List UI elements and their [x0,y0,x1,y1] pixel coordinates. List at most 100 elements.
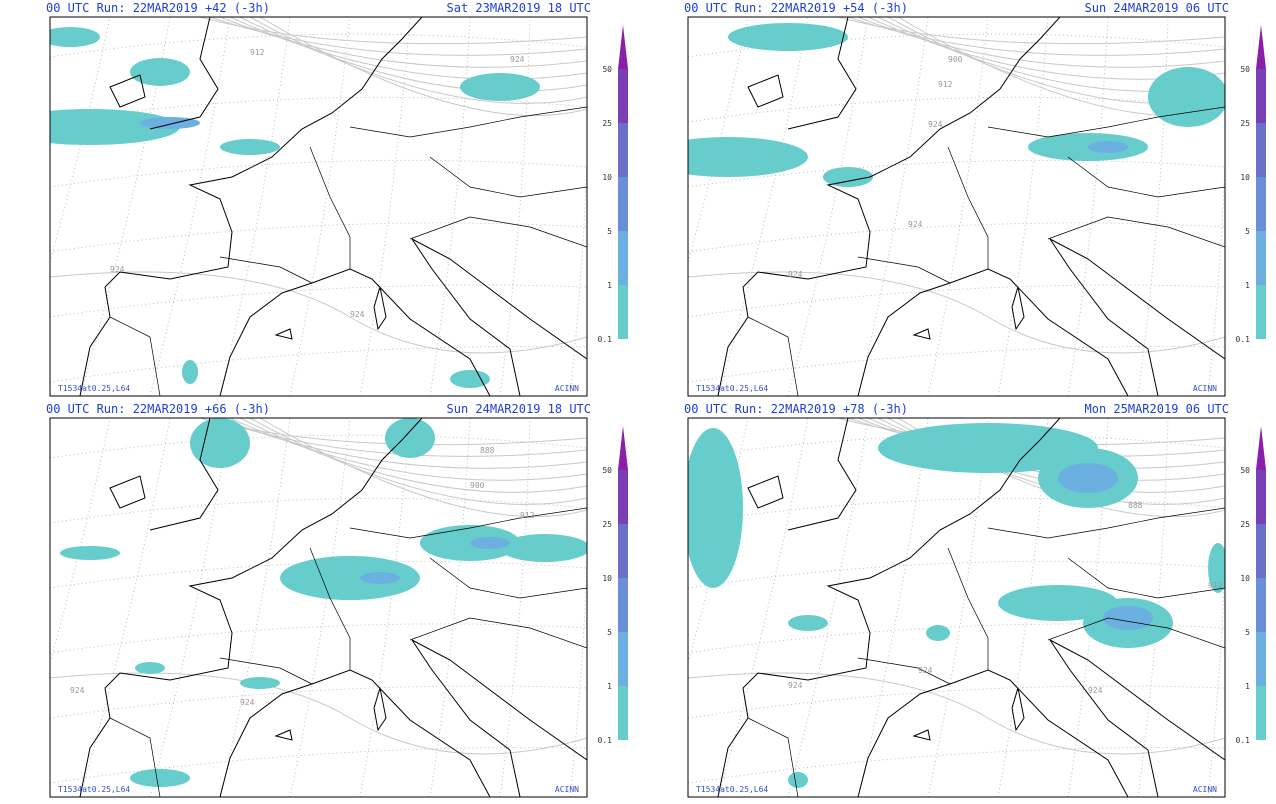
contour-label: 912 [938,80,953,89]
map-content: 912 924 924 924 [50,17,587,396]
colorbar-band [1256,686,1266,740]
precip-area [788,772,808,788]
source-label: ACINN [555,384,579,393]
model-label: T1534at0.25,L64 [58,384,130,393]
isobar [259,418,587,518]
colorbar-band [618,632,628,686]
model-label: T1534at0.25,L64 [696,384,768,393]
colorbar-band [1256,470,1266,524]
source-label: ACINN [555,785,579,794]
precip-area [130,58,190,86]
map-frame [50,418,587,797]
colorbar-band [1256,524,1266,578]
colorbar-band [618,231,628,285]
graticule [289,418,351,797]
colorbar-label: 50 [1240,65,1250,74]
colorbar-band [618,69,628,123]
colorbar-label: 5 [1245,628,1250,637]
precip-area [470,537,510,549]
run-label: 00 UTC Run: 22MAR2019 +54 (-3h) [684,1,908,15]
map-content: 900 912 924 924 924 [688,17,1225,396]
precip-area [220,139,280,155]
run-label: 00 UTC Run: 22MAR2019 +78 (-3h) [684,402,908,416]
isobar [249,418,587,505]
valid-time: Sun 24MAR2019 18 UTC [447,402,592,416]
contour-label: 924 [510,55,525,64]
colorbar-label: 0.1 [598,736,613,745]
precip-area [385,418,435,458]
precip-area [1148,67,1225,127]
colorbar-label: 5 [607,628,612,637]
colorbar-band [1256,231,1266,285]
border [109,106,587,396]
map-content: 888 900 912 924 924 [50,418,587,797]
valid-time: Mon 25MAR2019 06 UTC [1085,402,1230,416]
colorbar-label: 10 [1240,173,1250,182]
contour-label: 924 [788,270,803,279]
precip-area [1103,606,1153,630]
graticule [688,746,1225,784]
colorbar-label: 1 [1245,281,1250,290]
precip-area [135,662,165,674]
colorbar-band [1256,285,1266,339]
colorbar-band [1256,123,1266,177]
colorbar-label: 1 [607,281,612,290]
map-panel: 00 UTC Run: 22MAR2019 +42 (-3h) Sat 23MAR… [46,1,628,397]
colorbar-label: 25 [1240,520,1250,529]
graticule [149,17,231,396]
precip-area [240,677,280,689]
graticule [50,17,111,264]
precip-area [728,23,848,51]
graticule [787,17,869,396]
source-label: ACINN [1193,384,1217,393]
contour-label: 900 [948,55,963,64]
colorbar-band [618,578,628,632]
contour-label: 924 [1088,686,1103,695]
valid-time: Sun 24MAR2019 06 UTC [1085,1,1230,15]
colorbar-label: 50 [602,466,612,475]
colorbar-label: 0.1 [598,335,613,344]
colorbar-band [1256,632,1266,686]
colorbar-label: 10 [1240,574,1250,583]
colorbar-band [1256,578,1266,632]
colorbar-label: 0.1 [1236,335,1251,344]
border [747,106,1225,396]
precip-area [1088,141,1128,153]
contour-label: 924 [928,120,943,129]
graticule [289,17,351,396]
graticule [50,345,587,383]
precip-area [182,360,198,384]
colorbar-label: 10 [602,173,612,182]
valid-time: Sat 23MAR2019 18 UTC [447,1,592,15]
graticule [79,418,171,797]
contour-label: 924 [70,686,85,695]
contour-label: 912 [1208,581,1223,590]
precip-area [450,370,490,388]
isobar [50,672,587,755]
model-label: T1534at0.25,L64 [696,785,768,794]
contour-label: 924 [110,265,125,274]
graticule [787,418,869,797]
precip-area [688,137,808,177]
graticule [717,418,809,797]
contour-label: 888 [1128,501,1143,510]
precip-area [50,27,100,47]
isobar [239,418,587,493]
contour-label: 924 [240,698,255,707]
run-label: 00 UTC Run: 22MAR2019 +66 (-3h) [46,402,270,416]
graticule [149,418,231,797]
precip-area [140,117,200,129]
precip-area [926,625,950,641]
colorbar-label: 1 [607,682,612,691]
colorbar-label: 1 [1245,682,1250,691]
colorbar-band [618,524,628,578]
isobar [219,418,587,469]
precip-area [1058,463,1118,493]
isobar [857,17,1225,68]
isobar [688,672,1225,755]
colorbar-arrow [1256,25,1266,69]
isobar [239,17,587,92]
graticule [688,345,1225,383]
